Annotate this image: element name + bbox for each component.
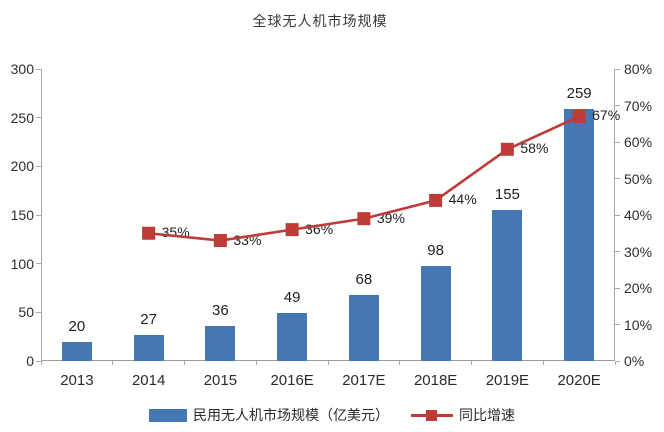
- left-axis-tick-label: 50: [18, 304, 34, 321]
- bar-2018E: [420, 265, 451, 361]
- x-axis-tick: [614, 361, 616, 365]
- chart-title: 全球无人机市场规模: [252, 13, 388, 29]
- right-axis-tick-label: 70%: [624, 97, 653, 114]
- right-axis-tick: [615, 68, 620, 70]
- bar-value-label: 36: [212, 301, 229, 319]
- bar-2017E: [348, 294, 379, 361]
- line-swatch-icon: [411, 409, 453, 422]
- bar-2019E: [492, 210, 523, 361]
- x-axis-tick: [184, 361, 185, 365]
- x-axis-tick: [542, 361, 544, 365]
- x-axis-tick: [399, 361, 401, 365]
- x-axis-label: 2019E: [485, 372, 530, 389]
- left-axis-tick-label: 200: [10, 158, 34, 175]
- left-axis-tick: [36, 117, 41, 119]
- left-axis-tick: [36, 214, 41, 216]
- line-marker-icon: [142, 226, 156, 240]
- left-axis-tick-label: 300: [10, 61, 34, 77]
- legend-line-label: 同比增速: [459, 407, 515, 423]
- bar-2016E: [277, 313, 308, 361]
- right-axis-tick-label: 40%: [624, 207, 653, 223]
- line-marker-icon: [572, 109, 586, 123]
- bar-2020E: [564, 108, 595, 361]
- bar-value-label: 49: [283, 289, 301, 307]
- legend-item-market-size: 民用无人机市场规模（亿美元）: [149, 405, 389, 425]
- right-axis-tick-label: 60%: [624, 134, 653, 150]
- left-axis-tick: [36, 263, 41, 265]
- x-axis-tick: [112, 361, 114, 365]
- right-axis-tick-label: 50%: [624, 170, 653, 187]
- x-axis-label: 2013: [60, 372, 94, 389]
- bar-2013: [61, 341, 92, 361]
- right-axis-tick: [615, 178, 620, 179]
- right-axis-tick: [615, 105, 620, 106]
- bar-2014: [133, 334, 164, 361]
- left-axis-tick: [36, 165, 41, 167]
- x-axis-label: 2018E: [413, 372, 458, 389]
- x-axis-tick: [40, 361, 42, 365]
- plot-area: [41, 69, 615, 361]
- bar-value-label: 98: [427, 241, 444, 259]
- bar-swatch-icon: [149, 408, 187, 422]
- x-axis-label: 2020E: [557, 372, 601, 389]
- left-axis-tick: [36, 311, 41, 313]
- legend-bar-label: 民用无人机市场规模（亿美元）: [193, 407, 389, 423]
- x-axis-label: 2017E: [342, 372, 386, 389]
- bar-2015: [205, 325, 236, 361]
- bar-value-label: 155: [494, 186, 520, 204]
- left-axis-tick: [36, 360, 41, 362]
- bar-value-label: 68: [355, 270, 373, 288]
- line-marker-icon: [357, 212, 371, 226]
- right-axis-tick: [615, 141, 620, 143]
- legend-item-growth-rate: 同比增速: [411, 405, 515, 425]
- line-marker-icon: [429, 193, 443, 207]
- right-axis-tick: [615, 287, 620, 289]
- left-axis-tick-label: 250: [10, 109, 34, 126]
- bar-value-label: 259: [566, 84, 592, 102]
- left-axis-tick-label: 150: [10, 207, 34, 223]
- right-axis-tick-label: 10%: [624, 316, 653, 333]
- bar-value-label: 27: [140, 310, 157, 328]
- right-axis-tick-label: 0%: [624, 353, 645, 369]
- line-value-label: 44%: [448, 191, 477, 208]
- bar-value-label: 20: [68, 317, 86, 335]
- line-value-label: 67%: [592, 107, 621, 124]
- line-value-label: 58%: [520, 140, 549, 157]
- right-axis-tick: [615, 360, 620, 362]
- left-axis-tick: [36, 68, 41, 70]
- right-axis-tick-label: 80%: [624, 61, 653, 77]
- x-axis-label: 2016E: [270, 372, 314, 389]
- x-axis-tick: [471, 361, 472, 365]
- right-axis-tick: [615, 214, 620, 216]
- right-axis-tick: [615, 251, 620, 252]
- line-marker-icon: [285, 223, 299, 237]
- x-axis-tick: [255, 361, 257, 365]
- line-marker-icon: [500, 142, 514, 156]
- right-axis-tick-label: 20%: [624, 280, 653, 296]
- x-axis-tick: [327, 361, 329, 365]
- x-axis-label: 2015: [203, 372, 238, 389]
- legend: 民用无人机市场规模（亿美元） 同比增速: [0, 405, 664, 425]
- left-axis-tick-label: 100: [10, 255, 34, 272]
- line-marker-icon: [213, 234, 227, 248]
- right-axis-tick-label: 30%: [624, 243, 653, 260]
- right-axis-tick: [615, 324, 620, 325]
- x-axis-label: 2014: [131, 372, 166, 389]
- left-axis-tick-label: 0: [26, 353, 34, 369]
